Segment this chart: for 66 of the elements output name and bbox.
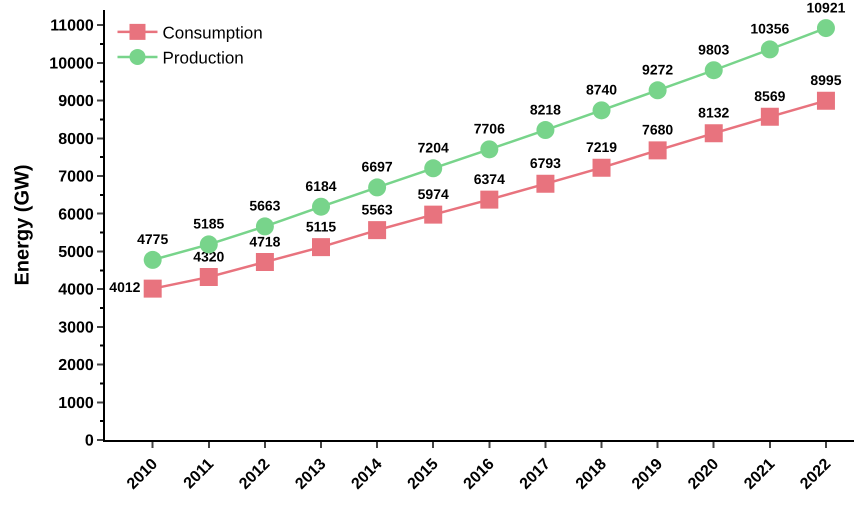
data-label: 7219 <box>586 138 618 155</box>
data-label: 9272 <box>642 62 674 78</box>
data-label: 6184 <box>305 178 337 194</box>
y-tick-label: 11000 <box>50 18 94 35</box>
y-tick-label: 10000 <box>49 55 94 72</box>
point <box>480 140 498 158</box>
y-tick-label: 3000 <box>58 319 94 336</box>
legend-label: Production <box>162 48 244 68</box>
y-tick-label: 6000 <box>58 206 94 224</box>
data-label: 7204 <box>418 140 449 156</box>
point <box>256 253 274 272</box>
point <box>424 159 442 178</box>
data-label: 4775 <box>137 231 168 248</box>
data-label: 4718 <box>249 233 281 250</box>
point <box>816 92 835 110</box>
data-label: 7680 <box>642 122 674 138</box>
point <box>144 250 162 269</box>
data-label: 5563 <box>362 201 393 218</box>
point <box>536 174 554 193</box>
data-label: 4320 <box>193 248 225 264</box>
data-label: 8995 <box>810 72 842 88</box>
data-label: 4012 <box>109 279 141 296</box>
point <box>648 141 667 160</box>
point <box>648 81 667 100</box>
data-label: 5185 <box>193 216 225 232</box>
point <box>312 198 330 216</box>
point <box>536 121 554 140</box>
point <box>200 268 218 286</box>
point <box>144 280 162 298</box>
data-label: 5115 <box>306 218 336 234</box>
data-label: 6793 <box>530 155 562 172</box>
data-label: 10921 <box>806 0 846 16</box>
point <box>760 40 779 58</box>
y-tick-label: 4000 <box>58 282 94 299</box>
y-tick-label: 7000 <box>58 168 94 186</box>
point <box>592 101 611 120</box>
y-tick-label: 5000 <box>58 244 94 261</box>
data-label: 8740 <box>586 82 618 98</box>
y-tick-label: 9000 <box>58 93 94 110</box>
data-label: 6374 <box>474 170 506 187</box>
data-label: 7706 <box>474 120 506 137</box>
data-label: 6697 <box>362 158 393 175</box>
data-label: 5663 <box>249 198 281 214</box>
point <box>312 238 330 256</box>
data-label: 5974 <box>418 186 449 202</box>
data-label: 8132 <box>698 104 730 121</box>
point <box>704 61 723 80</box>
data-label: 8218 <box>530 101 562 118</box>
data-label: 9803 <box>698 41 730 58</box>
y-tick-label: 8000 <box>58 130 94 148</box>
y-tick-label: 1000 <box>58 394 94 412</box>
data-label: 10356 <box>750 20 790 37</box>
point <box>424 206 442 224</box>
data-label: 8569 <box>754 88 786 104</box>
point <box>760 108 779 126</box>
point <box>368 221 386 240</box>
point <box>256 217 274 236</box>
point <box>816 19 835 38</box>
point <box>592 158 611 177</box>
y-axis-title: Energy (GW) <box>11 164 34 286</box>
y-tick-label: 0 <box>84 432 94 450</box>
y-tick-label: 2000 <box>58 357 94 374</box>
point <box>704 124 723 142</box>
point <box>368 178 386 196</box>
point <box>480 190 498 209</box>
legend-label: Consumption <box>162 23 263 42</box>
